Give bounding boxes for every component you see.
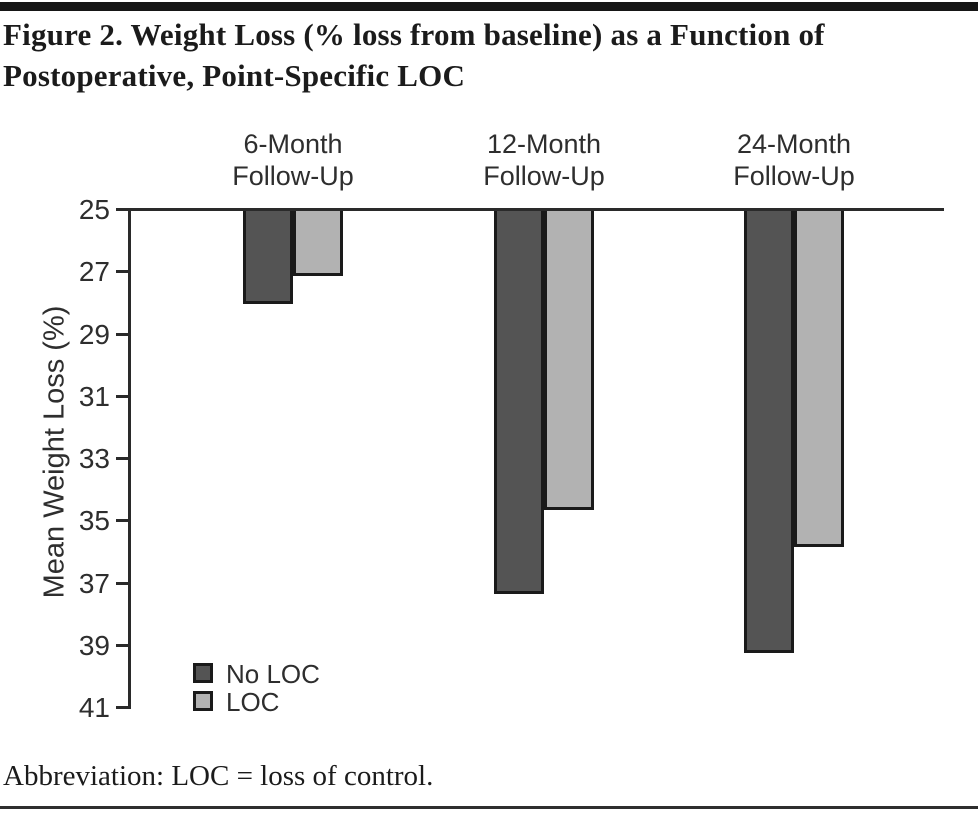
y-tick-label-33: 33 (78, 443, 110, 474)
group-label-24-month: 24-Month Follow-Up (733, 129, 855, 191)
y-tick-27 (116, 270, 131, 274)
y-tick-35 (116, 519, 131, 523)
top-rule (0, 2, 978, 11)
y-tick-25 (116, 208, 131, 211)
y-tick-39 (116, 643, 131, 647)
y-tick-label-25: 25 (78, 194, 110, 225)
bottom-rule (0, 806, 978, 809)
bar-no-loc-12-month (494, 211, 544, 594)
y-tick-label-37: 37 (78, 567, 110, 599)
y-tick-37 (116, 581, 131, 585)
figure-footnote: Abbreviation: LOC = loss of control. (3, 760, 434, 792)
bar-loc-12-month (544, 211, 594, 510)
y-tick-31 (116, 394, 131, 398)
y-tick-label-41: 41 (78, 692, 110, 723)
y-tick-label-39: 39 (78, 629, 110, 661)
y-tick-41 (116, 706, 131, 709)
group-label-12-month: 12-Month Follow-Up (483, 129, 605, 191)
y-tick-label-29: 29 (78, 318, 110, 350)
y-tick-label-31: 31 (78, 380, 110, 412)
legend-label-no-loc: No LOC (226, 659, 320, 689)
group-label-6-month: 6-Month Follow-Up (232, 129, 354, 191)
figure-title: Figure 2. Weight Loss (% loss from basel… (3, 14, 971, 96)
bar-no-loc-24-month (744, 211, 794, 653)
y-tick-33 (116, 457, 131, 460)
y-tick-29 (116, 332, 131, 336)
bar-loc-24-month (794, 211, 844, 548)
figure-title-line2: Postoperative, Point-Specific LOC (3, 58, 466, 93)
y-axis-title: Mean Weight Loss (%) (38, 305, 71, 599)
figure-title-line1: Figure 2. Weight Loss (% loss from basel… (3, 17, 825, 52)
legend-swatch-loc (193, 691, 213, 711)
y-tick-label-27: 27 (78, 256, 110, 288)
bar-no-loc-6-month (243, 211, 293, 305)
legend-label-loc: LOC (226, 687, 280, 717)
y-tick-label-35: 35 (78, 505, 110, 537)
x-axis-line (128, 208, 944, 211)
legend-swatch-no-loc (193, 663, 213, 683)
bar-loc-6-month (293, 211, 343, 277)
